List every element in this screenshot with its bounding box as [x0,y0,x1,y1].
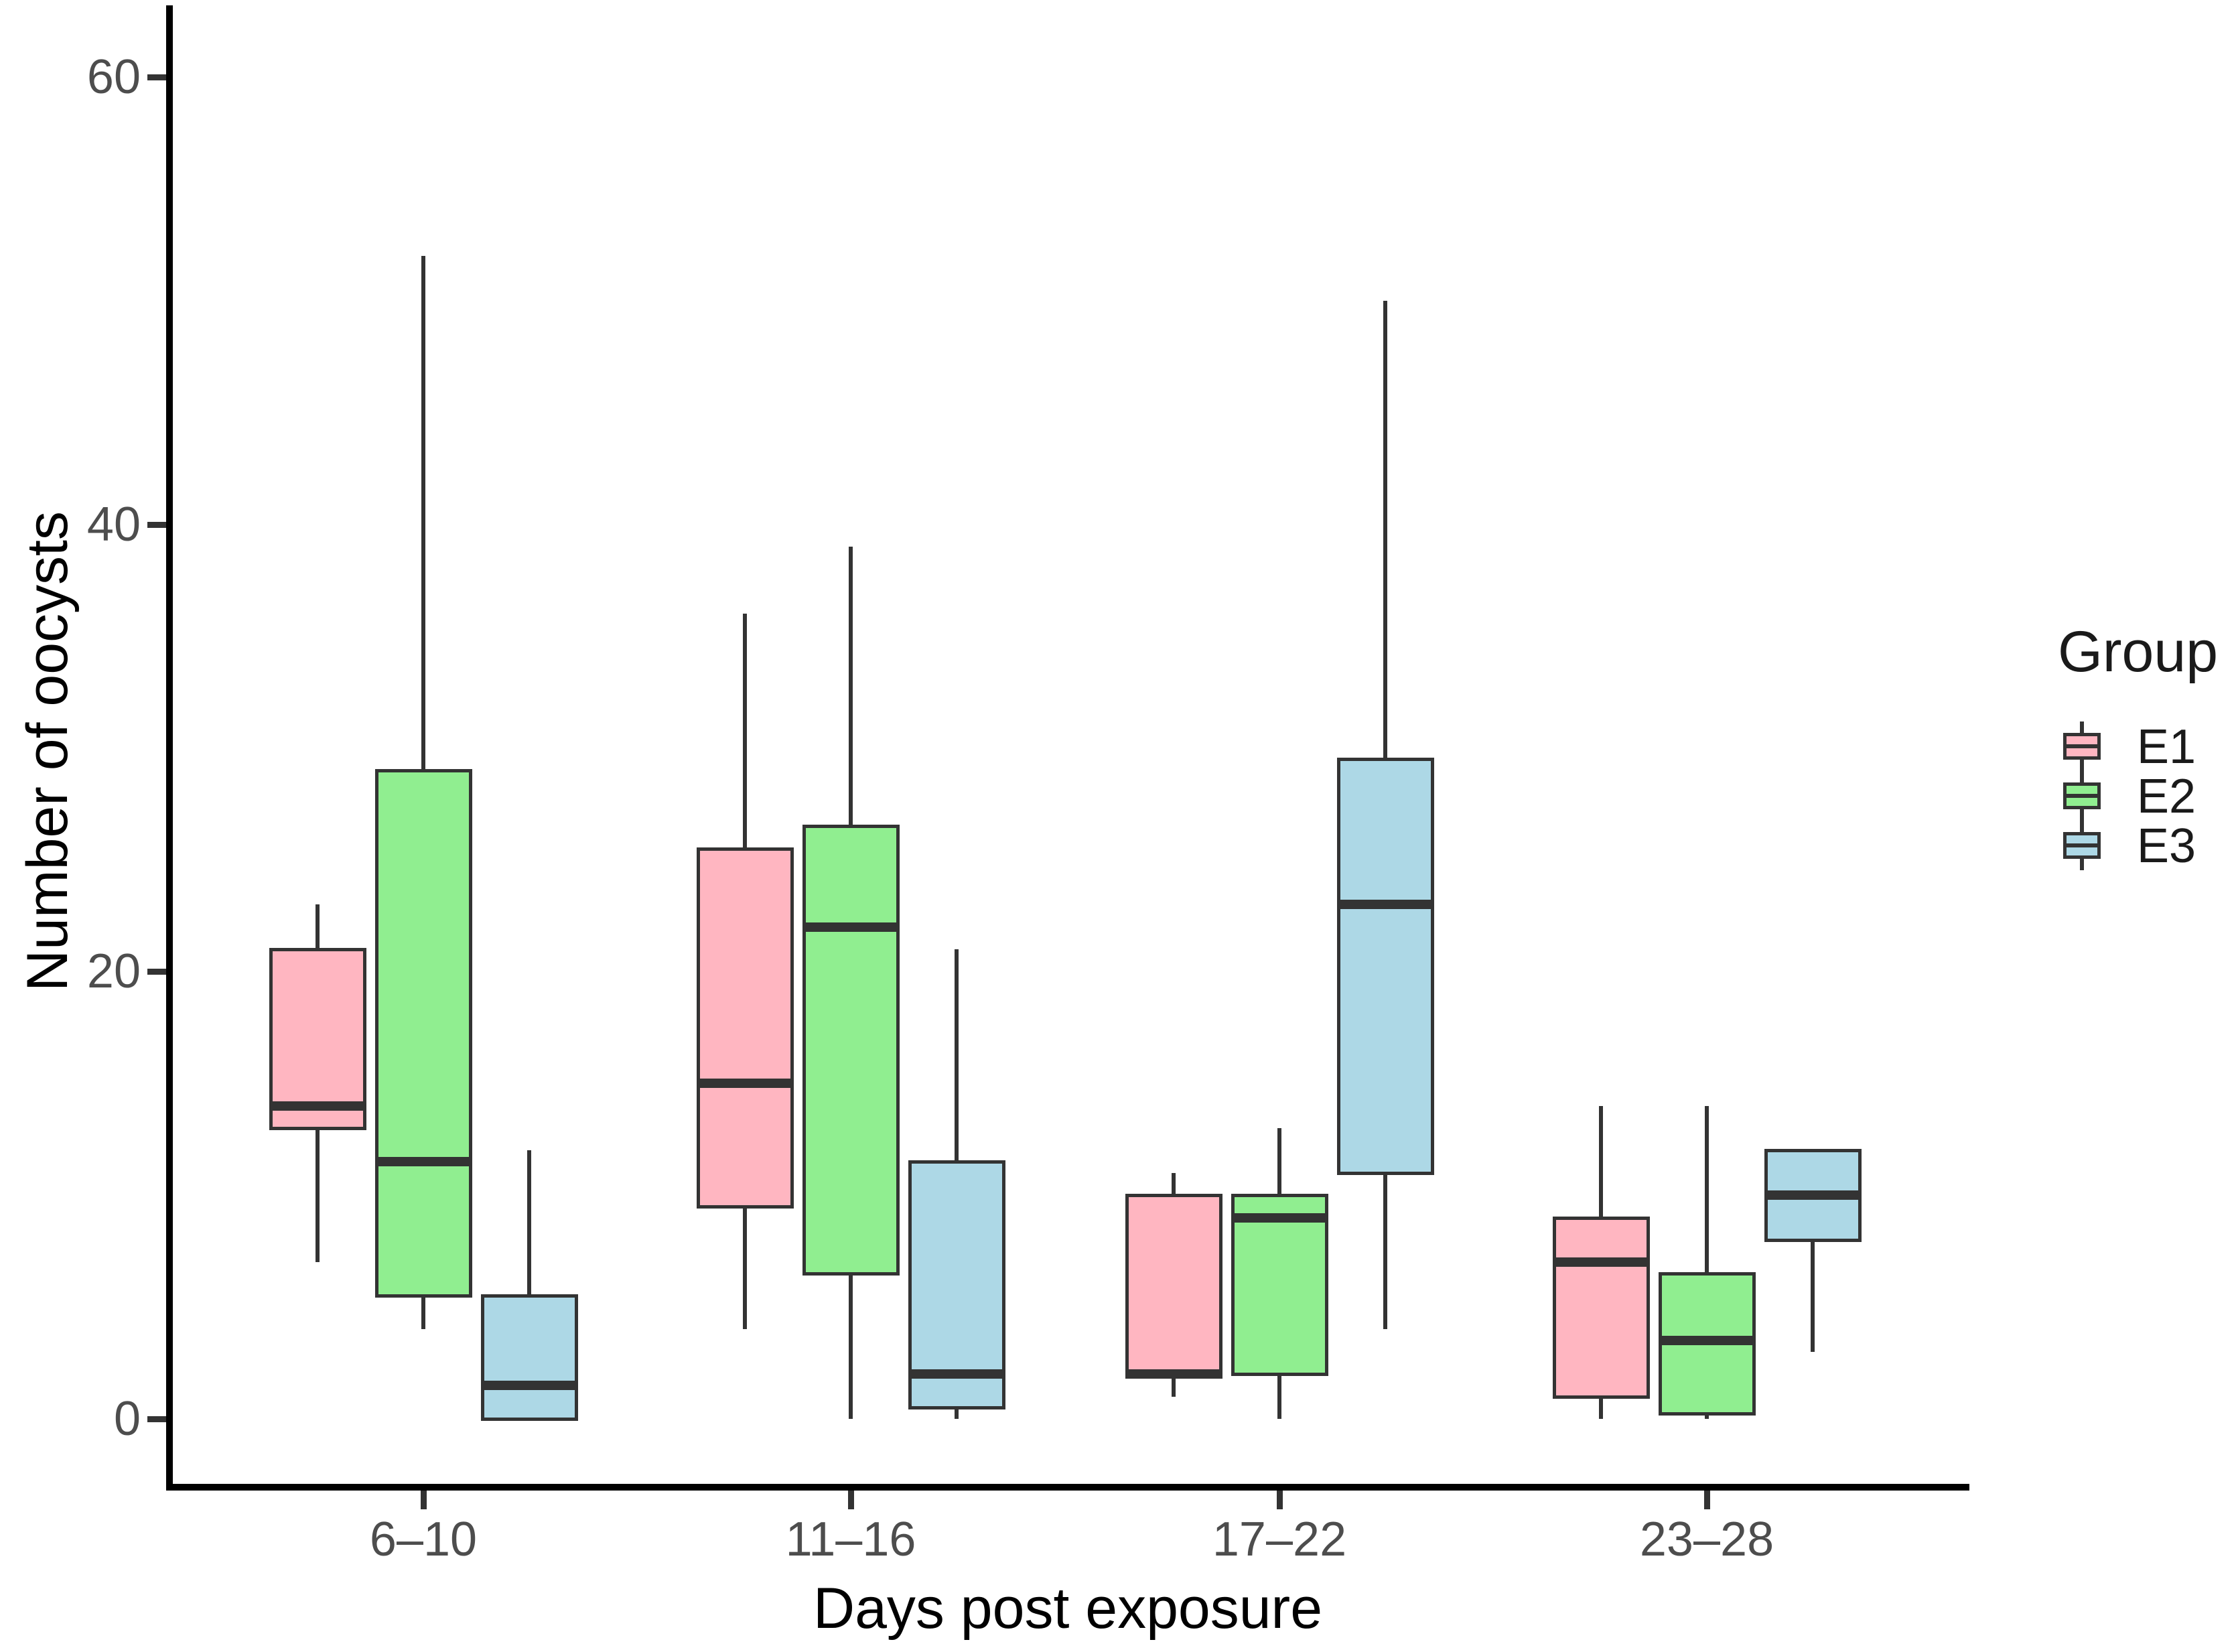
box-e2 [1231,1194,1328,1377]
x-tick-label: 6–10 [369,1513,478,1566]
y-tick-mark [147,1416,166,1422]
x-tick-label: 11–16 [785,1513,916,1566]
box-e3 [481,1294,578,1421]
legend-item-label: E1 [2137,720,2196,774]
legend-item-label: E2 [2137,770,2196,823]
x-axis-title: Days post exposure [813,1576,1323,1641]
y-tick-mark [147,74,166,81]
x-tick-mark [1277,1491,1283,1509]
legend-key-boxplot-icon [2063,821,2101,870]
x-tick-label: 23–28 [1639,1513,1774,1566]
y-tick-mark [147,521,166,528]
legend-key-median [2067,744,2097,748]
median-line-e2 [375,1157,472,1167]
median-line-e2 [802,922,900,932]
legend-item-e3: E3 [2036,821,2238,870]
box-e1 [697,847,794,1209]
whisker-e3 [527,1150,531,1419]
y-axis-title: Number of oocysts [15,511,80,991]
legend-key-median [2067,794,2097,798]
median-line-e3 [1337,900,1434,910]
legend-key-boxplot-icon [2063,721,2101,771]
legend-item-label: E3 [2137,819,2196,873]
x-tick-label: 17–22 [1212,1513,1347,1566]
whisker-e2 [1705,1105,1709,1419]
legend-item-e2: E2 [2036,771,2238,821]
x-axis-line [166,1484,1969,1491]
legend-key-median [2067,843,2097,847]
median-line-e3 [481,1380,578,1390]
median-line-e1 [1553,1257,1650,1267]
box-e2 [375,768,472,1298]
median-line-e1 [269,1101,366,1111]
whisker-e3 [1811,1150,1815,1352]
median-line-e2 [1659,1336,1756,1346]
legend-key-boxplot-icon [2063,771,2101,821]
median-line-e1 [697,1079,794,1089]
median-line-e1 [1125,1369,1222,1379]
box-e3 [1337,758,1434,1175]
y-tick-label: 0 [113,1392,141,1446]
x-tick-mark [848,1491,854,1509]
y-axis-line [166,5,173,1491]
median-line-e3 [908,1369,1005,1379]
box-e2 [802,825,900,1276]
y-tick-label: 60 [86,50,141,105]
median-line-e3 [1764,1190,1862,1200]
box-e1 [1125,1194,1222,1377]
y-tick-mark [147,969,166,975]
x-tick-mark [1704,1491,1710,1509]
box-e1 [1553,1216,1650,1399]
y-tick-label: 40 [86,497,141,551]
median-line-e2 [1231,1213,1328,1223]
legend-title: Group [2058,620,2219,684]
box-e3 [908,1160,1005,1410]
box-e1 [269,947,366,1131]
y-tick-label: 20 [86,945,141,999]
legend-item-e1: E1 [2036,721,2238,771]
x-tick-mark [421,1491,427,1509]
